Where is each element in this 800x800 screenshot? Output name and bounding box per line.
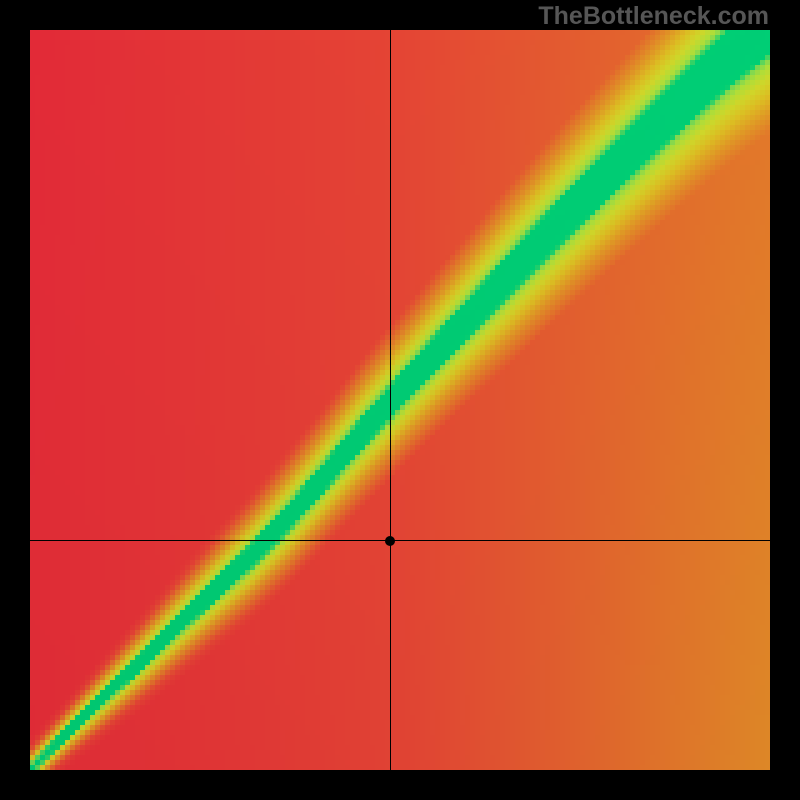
crosshair-vertical bbox=[390, 30, 391, 770]
bottleneck-heatmap bbox=[30, 30, 770, 770]
crosshair-horizontal bbox=[30, 540, 770, 541]
watermark-text: TheBottleneck.com bbox=[538, 2, 769, 31]
selection-dot bbox=[385, 536, 395, 546]
